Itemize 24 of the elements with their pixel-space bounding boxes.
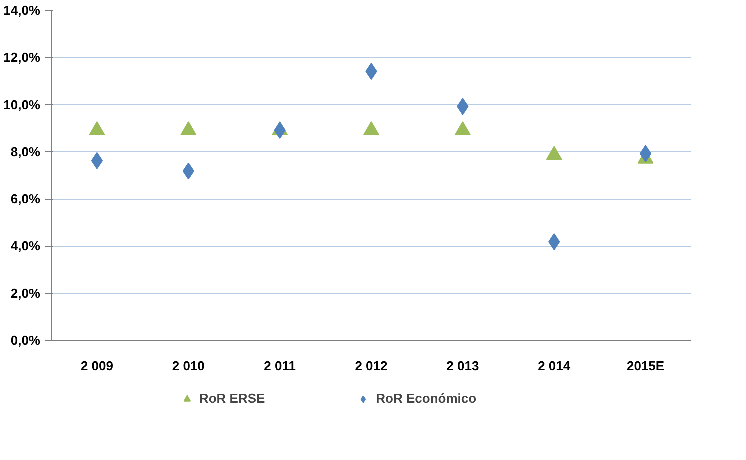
y-tick-label: 0,0% <box>10 333 41 348</box>
y-tick-label: 12,0% <box>4 50 41 66</box>
y-tick-label: 14,0% <box>4 3 41 18</box>
x-tick-label: 2 010 <box>172 358 205 374</box>
point <box>640 145 652 162</box>
x-tick-label: 2015E <box>626 358 665 374</box>
legend-label: RoR ERSE <box>199 391 266 406</box>
y-tick-label: 2,0% <box>10 286 41 301</box>
y-tick-label: 4,0% <box>10 238 41 254</box>
x-tick-label: 2 011 <box>264 358 296 374</box>
point <box>454 122 471 136</box>
point <box>546 146 562 160</box>
point <box>91 152 104 170</box>
y-tick-label: 6,0% <box>10 192 41 207</box>
x-tick-label: 2 014 <box>538 358 572 374</box>
point <box>364 122 380 136</box>
x-tick-label: 2 012 <box>355 358 388 374</box>
y-tick-label: 10,0% <box>4 97 41 112</box>
y-tick-label: 8,0% <box>10 144 41 160</box>
legend-label: RoR Económico <box>376 391 477 406</box>
point <box>180 122 197 136</box>
point <box>89 122 106 136</box>
x-tick-label: 2 013 <box>446 358 480 374</box>
x-tick-label: 2 009 <box>80 358 114 374</box>
